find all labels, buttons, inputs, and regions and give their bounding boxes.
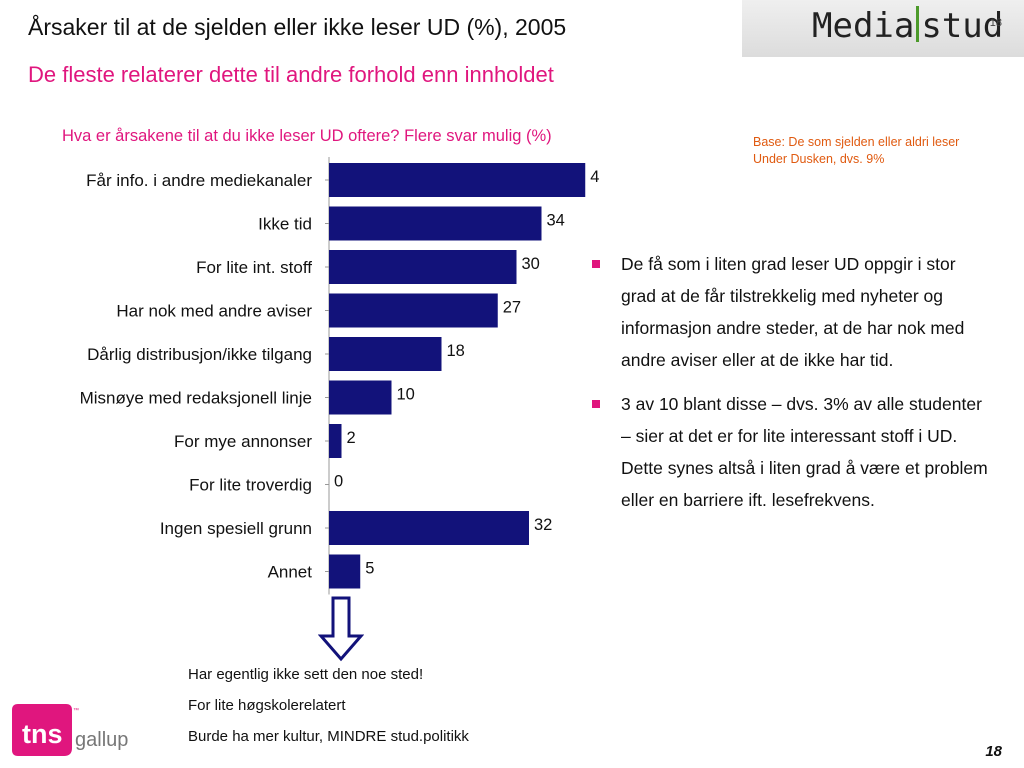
bar (329, 424, 342, 458)
bar (329, 554, 361, 589)
tm-mark: ™ (73, 707, 79, 714)
category-label: Dårlig distribusjon/ikke tilgang (87, 345, 312, 364)
bullet-square-icon (592, 400, 600, 408)
bar (329, 337, 442, 371)
bar (329, 293, 498, 328)
bar (329, 250, 517, 284)
bullet-item: 3 av 10 blant disse – dvs. 3% av alle st… (592, 388, 992, 516)
gallup-brand-text: gallup (75, 729, 128, 751)
logo-part-stud: stud (921, 6, 1004, 46)
bullet-list: De få som i liten grad leser UD oppgir i… (592, 248, 992, 528)
value-label: 34 (547, 212, 565, 230)
value-label: 2 (347, 429, 356, 447)
value-label: 32 (534, 516, 552, 534)
bar (329, 163, 586, 197)
value-label: 30 (522, 255, 540, 273)
category-label: Har nok med andre aviser (116, 302, 312, 321)
category-label: For mye annonser (174, 432, 312, 451)
base-note: Base: De som sjelden eller aldri leser U… (753, 135, 960, 166)
category-label: Misnøye med redaksjonell linje (80, 389, 312, 408)
open-answer-item: Burde ha mer kultur, MINDRE stud.politik… (188, 728, 469, 745)
value-label: 18 (447, 342, 465, 360)
value-label: 10 (397, 386, 415, 404)
category-label: For lite troverdig (189, 476, 312, 495)
bar (329, 206, 542, 241)
open-answer-item: Har egentlig ikke sett den noe sted! (188, 666, 424, 683)
category-label: Får info. i andre mediekanaler (86, 171, 312, 190)
logo-divider (916, 6, 920, 42)
survey-question: Hva er årsakene til at du ikke leser UD … (62, 127, 552, 145)
bar (329, 511, 529, 545)
logo-slide-number: 18 (989, 17, 1002, 29)
category-label: Ingen spesiell grunn (160, 519, 312, 538)
value-label: 0 (334, 473, 343, 491)
logo-wordmark: Media stud (812, 6, 1003, 46)
page-title: Årsaker til at de sjelden eller ikke les… (28, 14, 567, 40)
bullet-square-icon (592, 260, 600, 268)
open-answers: Har egentlig ikke sett den noe sted! For… (188, 666, 469, 759)
bullet-item: De få som i liten grad leser UD oppgir i… (592, 248, 992, 376)
bullet-text: 3 av 10 blant disse – dvs. 3% av alle st… (621, 394, 988, 510)
value-label: 5 (365, 560, 374, 578)
bullet-text: De få som i liten grad leser UD oppgir i… (621, 254, 965, 370)
logo-part-media: Media (812, 6, 915, 46)
bar-chart: Får info. i andre mediekanaler 41 Ikke tid… (80, 157, 600, 595)
category-label: Annet (268, 563, 313, 582)
down-arrow-icon (318, 596, 364, 662)
tns-brand-text: tns (22, 719, 63, 749)
value-label: 41 (590, 168, 600, 186)
open-answer-item: For lite høgskolerelatert (188, 697, 346, 714)
page-subtitle: De fleste relaterer dette til andre forh… (28, 62, 554, 87)
tns-gallup-logo: tns ™ gallup (12, 704, 128, 756)
mediastud-logo: Media stud 18 (742, 0, 1024, 57)
category-label: For lite int. stoff (196, 258, 312, 277)
bar (329, 380, 392, 415)
category-label: Ikke tid (258, 215, 312, 234)
value-label: 27 (503, 299, 521, 317)
page-number: 18 (985, 743, 1002, 760)
